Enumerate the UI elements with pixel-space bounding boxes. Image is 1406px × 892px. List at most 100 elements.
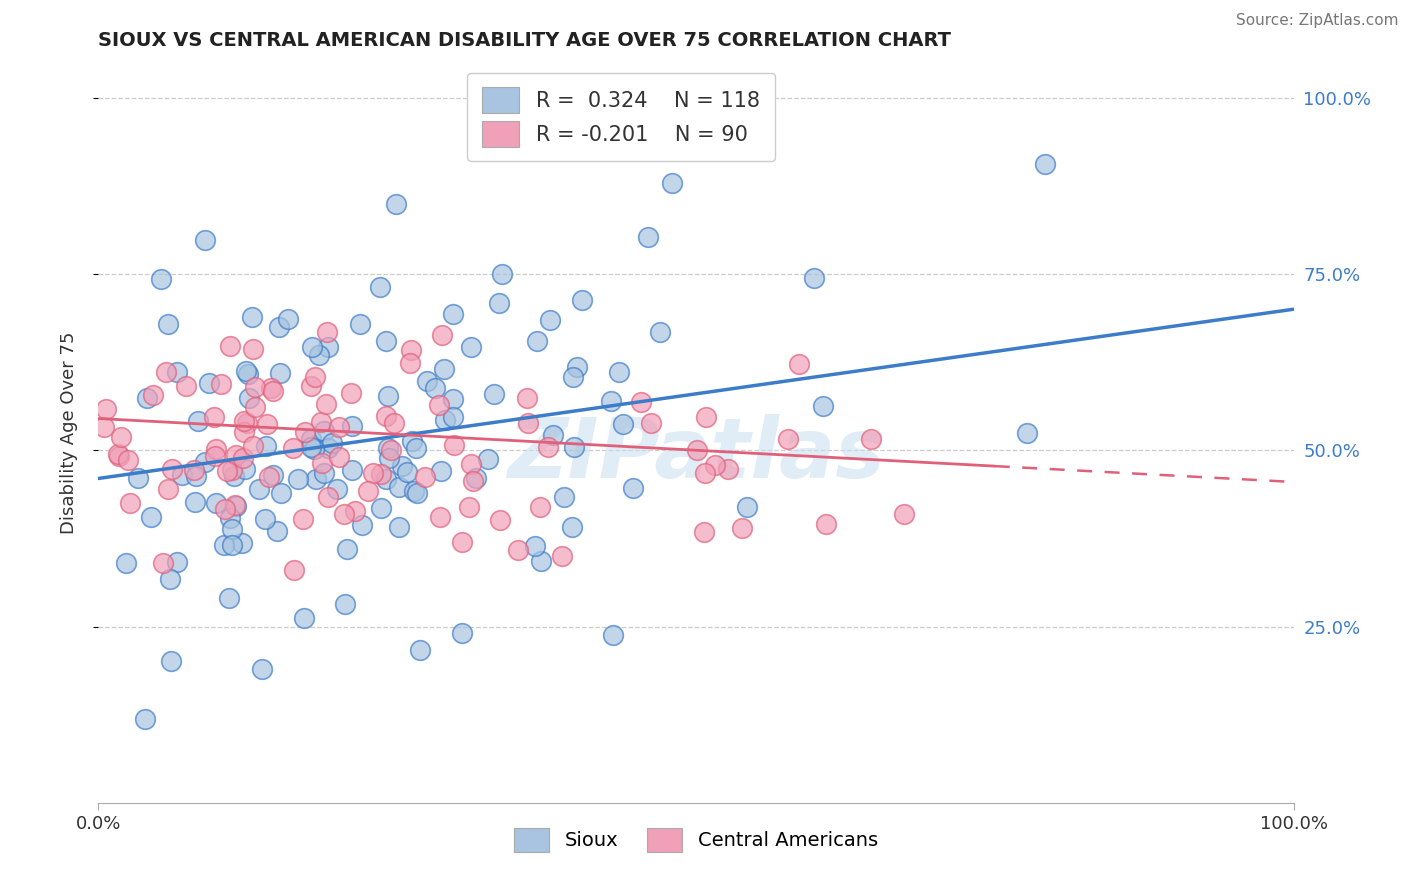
Point [304, 370, 326, 384]
Point [787, 357, 810, 371]
Point [374, 334, 396, 348]
Point [269, 366, 291, 380]
Point [183, 463, 205, 477]
Point [399, 356, 422, 370]
Point [197, 376, 219, 391]
Text: SIOUX VS CENTRAL AMERICAN DISABILITY AGE OVER 75 CORRELATION CHART: SIOUX VS CENTRAL AMERICAN DISABILITY AGE… [98, 30, 952, 50]
Point [212, 538, 235, 552]
Point [209, 377, 232, 392]
Point [266, 524, 288, 538]
Point [333, 507, 356, 521]
Point [370, 467, 392, 481]
Point [553, 491, 575, 505]
Point [235, 462, 257, 476]
Point [541, 427, 564, 442]
Point [316, 340, 339, 354]
Point [368, 279, 391, 293]
Point [328, 450, 350, 464]
Point [294, 425, 316, 440]
Point [328, 420, 350, 434]
Point [450, 535, 472, 549]
Point [94, 402, 117, 417]
Point [333, 597, 356, 611]
Point [488, 295, 510, 310]
Point [243, 380, 266, 394]
Point [571, 293, 593, 308]
Point [204, 442, 226, 456]
Point [637, 230, 659, 244]
Point [233, 425, 256, 440]
Point [451, 626, 474, 640]
Point [460, 457, 482, 471]
Point [155, 365, 177, 379]
Point [141, 509, 163, 524]
Point [218, 511, 240, 525]
Point [661, 177, 683, 191]
Point [388, 520, 411, 534]
Point [621, 481, 644, 495]
Point [262, 468, 284, 483]
Point [356, 483, 378, 498]
Point [262, 384, 284, 399]
Point [243, 400, 266, 414]
Point [401, 434, 423, 448]
Point [385, 197, 408, 211]
Point [731, 521, 754, 535]
Point [326, 482, 349, 496]
Point [340, 463, 363, 477]
Point [250, 662, 273, 676]
Point [247, 482, 270, 496]
Point [127, 471, 149, 485]
Point [350, 517, 373, 532]
Point [305, 472, 328, 486]
Point [309, 415, 332, 429]
Point [236, 416, 259, 430]
Point [214, 502, 236, 516]
Point [292, 611, 315, 625]
Point [321, 435, 343, 450]
Point [508, 542, 530, 557]
Point [231, 535, 253, 549]
Point [561, 370, 583, 384]
Point [156, 483, 179, 497]
Point [612, 417, 634, 431]
Point [157, 317, 180, 331]
Point [405, 486, 427, 500]
Point [184, 494, 207, 508]
Point [107, 449, 129, 463]
Point [811, 399, 834, 413]
Point [433, 361, 456, 376]
Point [477, 451, 499, 466]
Point [377, 442, 399, 456]
Point [695, 467, 717, 481]
Point [166, 556, 188, 570]
Point [225, 499, 247, 513]
Text: ZIPatlas: ZIPatlas [508, 414, 884, 495]
Point [118, 496, 141, 510]
Point [291, 512, 314, 526]
Point [315, 397, 337, 411]
Point [301, 340, 323, 354]
Point [232, 450, 254, 465]
Point [602, 628, 624, 642]
Point [299, 432, 322, 446]
Point [609, 365, 631, 379]
Point [302, 442, 325, 457]
Point [686, 442, 709, 457]
Point [218, 591, 240, 605]
Point [1017, 426, 1039, 441]
Point [402, 483, 425, 498]
Point [110, 430, 132, 444]
Point [281, 441, 304, 455]
Point [648, 325, 671, 339]
Point [219, 339, 242, 353]
Point [224, 469, 246, 483]
Point [416, 374, 439, 388]
Point [551, 549, 574, 563]
Point [204, 496, 226, 510]
Point [491, 267, 513, 281]
Point [159, 572, 181, 586]
Point [415, 469, 437, 483]
Point [256, 417, 278, 432]
Point [134, 712, 156, 726]
